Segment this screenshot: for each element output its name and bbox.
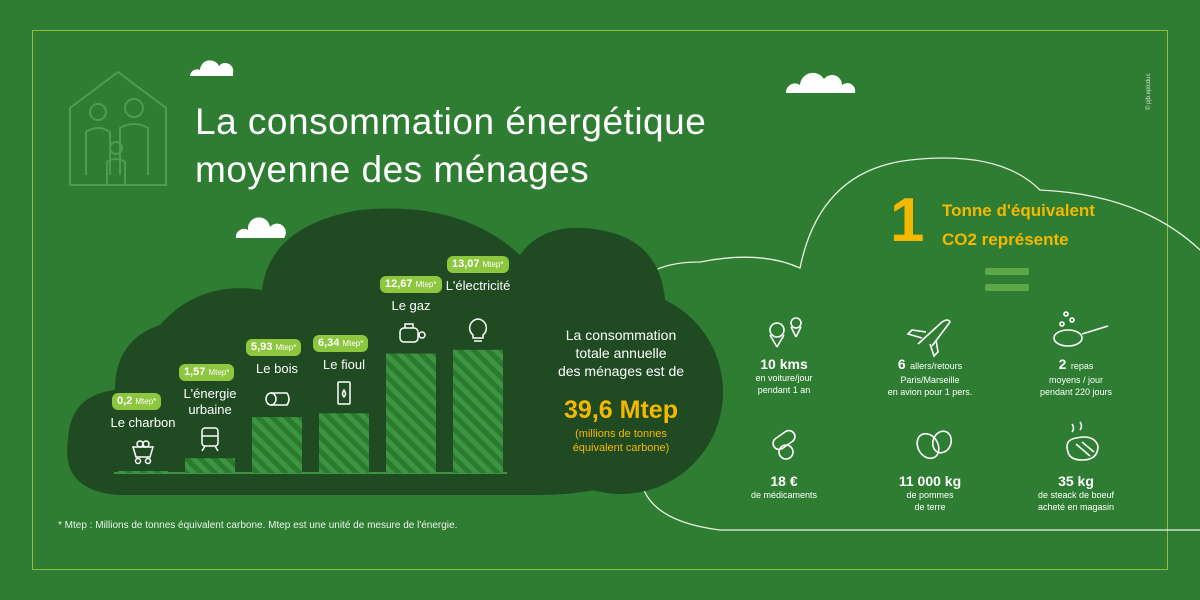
value-label: 0,2 Mtep* (112, 393, 162, 410)
airplane-icon (906, 319, 951, 358)
family-house-icon (69, 70, 167, 186)
total-circle (519, 290, 723, 494)
co2-item-value-suffix: allers/retours (910, 361, 963, 371)
coal-cart-icon (128, 437, 158, 465)
bar-3 (319, 413, 369, 473)
footnote: * Mtep : Millions de tonnes équivalent c… (58, 520, 458, 531)
equals-bottom (985, 284, 1029, 291)
co2-item-medicine: 18 € de médicaments (714, 473, 854, 501)
value-label: 1,57 Mtep* (179, 364, 235, 382)
co2-item-desc-1: Paris/Marseille (900, 375, 960, 385)
co2-item-value: 35 kg (1058, 473, 1094, 489)
co2-item-value: 2 (1058, 356, 1067, 372)
total-text-line-2: totale annuelle (575, 345, 667, 361)
bar-1 (185, 458, 235, 473)
co2-item-desc-1: de steack de boeuf (1037, 490, 1115, 500)
co2-item-steak: 35 kg de steack de boeuf acheté en magas… (1006, 473, 1146, 513)
copyright: © pjb.epicduc (1146, 73, 1152, 110)
equals-top (985, 268, 1029, 275)
co2-item-value: 11 000 kg (898, 473, 962, 489)
bar-5 (453, 349, 503, 473)
total-text-line-3: des ménages est de (557, 363, 685, 379)
co2-item-desc-1: de médicaments (750, 490, 818, 500)
page-title: La consommation énergétique moyenne des … (195, 98, 706, 194)
gas-tank-icon (396, 320, 426, 348)
category-label: L'énergie urbaine (183, 386, 237, 418)
co2-item-desc-2: pendant 1 an (757, 385, 811, 395)
pills-icon (772, 429, 796, 460)
frying-pan-icon (1053, 311, 1109, 347)
category-label: Le gaz (391, 297, 431, 313)
total-text-line-1: La consommation (565, 327, 677, 343)
co2-item-desc-2: en avion pour 1 pers. (887, 387, 973, 397)
co2-item-potatoes: 11 000 kg de pommes de terre (860, 473, 1000, 513)
co2-item-desc-1: de pommes (906, 490, 954, 500)
total-subtitle: (millions de tonnes équivalent carbone) (526, 427, 716, 455)
co2-title: Tonne d'équivalent CO2 représente (942, 196, 1095, 254)
title-line-2: moyenne des ménages (195, 149, 590, 190)
potato-icon (916, 430, 953, 460)
co2-number: 1 (890, 186, 925, 255)
steak-icon (1066, 421, 1099, 461)
total-value: 39,6 Mtep (564, 396, 678, 424)
category-label: Le charbon (110, 415, 176, 430)
value-label: 12,67 Mtep* (380, 275, 442, 293)
co2-title-line-1: Tonne d'équivalent (942, 201, 1095, 220)
log-icon (262, 383, 292, 411)
title-line-1: La consommation énergétique (195, 101, 707, 142)
oil-barrel-icon (329, 379, 359, 407)
light-bulb-icon (463, 316, 493, 344)
category-label: L'électricité (445, 277, 511, 293)
value-label: 5,93 Mtep* (246, 339, 302, 357)
co2-item-desc-2: de terre (914, 502, 946, 512)
bar-0 (118, 471, 168, 473)
chart-cloud (67, 208, 666, 495)
co2-item-value: 18 € (770, 473, 798, 489)
co2-item-value: 6 (897, 356, 906, 372)
bar-4 (386, 353, 436, 473)
co2-title-line-2: CO2 représente (942, 230, 1069, 249)
bar-2 (252, 417, 302, 473)
total-sub-line-1: (millions de tonnes (575, 428, 667, 440)
co2-item-desc-2: acheté en magasin (1037, 502, 1115, 512)
co2-item-desc-1: moyens / jour (1048, 375, 1104, 385)
co2-item-value-suffix: repas (1070, 361, 1094, 371)
total-sub-line-2: équivalent carbone) (572, 442, 670, 454)
co2-cloud-outline (629, 157, 1200, 531)
co2-item-value: 10 kms (760, 356, 808, 372)
cloud-icon (190, 60, 856, 238)
category-label: Le fioul (323, 357, 365, 373)
value-label: 13,07 Mtep* (447, 255, 509, 273)
total-text: La consommation totale annuelle des ména… (526, 326, 716, 380)
co2-item-plane: 6 allers/retours Paris/Marseille en avio… (860, 356, 1000, 398)
co2-item-desc-2: pendant 220 jours (1039, 387, 1113, 397)
co2-item-car: 10 kms en voiture/jour pendant 1 an (714, 356, 854, 396)
value-label: 6,34 Mtep* (313, 335, 369, 353)
tram-icon (195, 424, 225, 452)
co2-item-desc-1: en voiture/jour (755, 373, 813, 383)
co2-item-meals: 2 repas moyens / jour pendant 220 jours (1006, 356, 1146, 398)
category-label: Le bois (256, 361, 298, 377)
map-pin-icon (769, 317, 802, 348)
